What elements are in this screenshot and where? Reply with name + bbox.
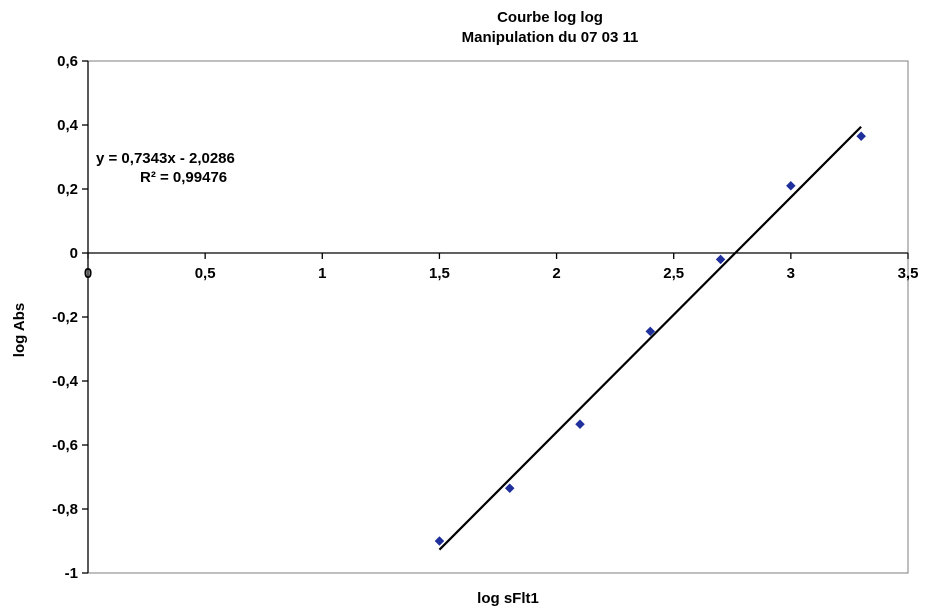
y-tick-label: -0,8 bbox=[52, 501, 78, 518]
data-point bbox=[575, 419, 585, 430]
y-tick-label: 0,6 bbox=[57, 53, 78, 70]
y-tick-label: 0,2 bbox=[57, 181, 78, 198]
x-tick-label: 0,5 bbox=[195, 265, 216, 282]
y-axis: 0,6 0,4 0,2 0 -0,2 -0,4 -0,6 -0,8 -1 bbox=[52, 53, 89, 582]
y-tick-label: -1 bbox=[65, 565, 78, 582]
data-point bbox=[856, 131, 866, 142]
y-tick-label: -0,4 bbox=[52, 373, 79, 390]
x-axis: 0 0,5 1 1,5 2 2,5 3 3,5 bbox=[84, 252, 919, 282]
trendline-equation: y = 0,7343x - 2,0286 bbox=[96, 150, 235, 167]
x-axis-title: log sFlt1 bbox=[477, 590, 539, 607]
trendline bbox=[438, 125, 862, 551]
trendline-r-squared: R² = 0,99476 bbox=[140, 169, 227, 186]
y-tick-label: -0,6 bbox=[52, 437, 78, 454]
data-point bbox=[504, 483, 515, 494]
x-tick-label: 3 bbox=[787, 265, 795, 282]
x-tick-label: 1,5 bbox=[429, 265, 450, 282]
x-tick-label: 3,5 bbox=[898, 265, 919, 282]
y-tick-label: 0 bbox=[70, 245, 78, 262]
trendline-layer bbox=[438, 125, 862, 551]
x-tick-label: 1 bbox=[318, 265, 326, 282]
y-tick-label: -0,2 bbox=[52, 309, 78, 326]
chart-subtitle: Manipulation du 07 03 11 bbox=[462, 29, 639, 46]
plot-area-frame bbox=[87, 60, 909, 574]
data-point bbox=[786, 180, 796, 191]
data-point bbox=[434, 536, 445, 546]
y-axis-title: log Abs bbox=[11, 303, 28, 357]
data-points-layer bbox=[434, 131, 866, 546]
y-tick-label: 0,4 bbox=[57, 117, 79, 134]
data-point bbox=[715, 254, 726, 265]
x-tick-label: 2 bbox=[552, 265, 560, 282]
data-point bbox=[645, 326, 656, 337]
x-tick-label: 2,5 bbox=[663, 265, 684, 282]
x-tick-label: 0 bbox=[84, 265, 92, 282]
chart-title: Courbe log log bbox=[497, 9, 603, 26]
